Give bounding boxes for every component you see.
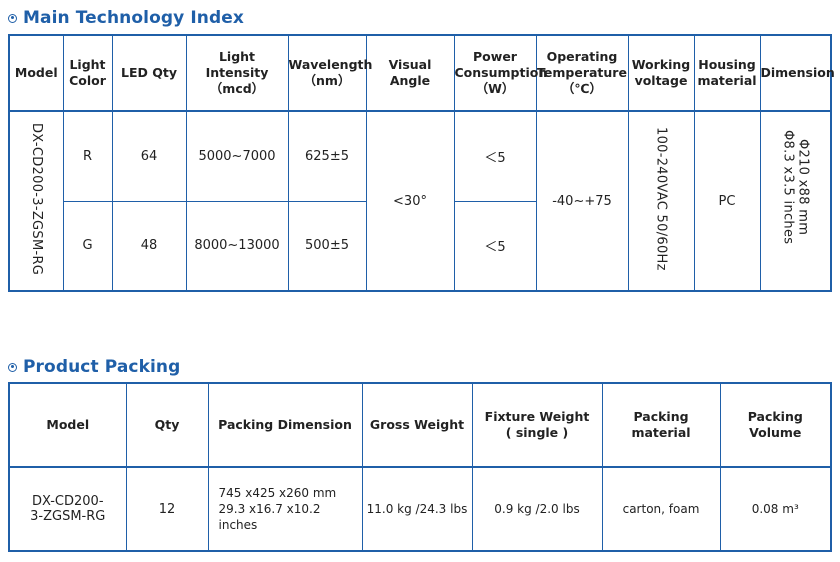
header-dimension: Dimension [759, 34, 835, 112]
header-wavelength-l1: Wavelength [288, 57, 373, 72]
pack-fixture-cell: 0.9 kg /2.0 lbs [471, 466, 603, 552]
dimension-value: Φ210 x88 mm Φ8.3 x3.5 inches [780, 130, 810, 244]
pack-header-material: Packing material [601, 382, 721, 468]
tech-section-title: Main Technology Index [8, 8, 244, 28]
table-row: G 48 8000~13000 500±5 ＜5 [9, 200, 831, 292]
pack-header-dimension: Packing Dimension [207, 382, 363, 468]
pack-model-l2: 3-ZGSM-RG [30, 509, 106, 524]
header-power-l3: （W） [475, 81, 515, 96]
pack-dimension-mm: 745 x425 x260 mm [218, 486, 337, 500]
housing-cell: PC [693, 110, 761, 292]
pack-header-fixture-l1: Fixture Weight [484, 409, 590, 424]
circle-bullet-icon [8, 13, 17, 23]
header-light-color-l2: Color [69, 73, 106, 88]
wavelength-cell: 625±5 [287, 110, 367, 202]
header-light-color-l1: Light [69, 57, 106, 72]
table-row: DX-CD200-3-ZGSM-RG R 64 5000~7000 625±5 … [8, 110, 832, 292]
pack-material-cell: carton, foam [601, 466, 721, 552]
header-power-l1: Power [473, 49, 517, 64]
tech-title-text: Main Technology Index [23, 8, 244, 28]
header-wavelength-l2: （nm） [303, 73, 351, 88]
packing-table: Model Qty Packing Dimension Gross Weight… [8, 382, 832, 552]
header-temperature-l2: Temperature [537, 65, 627, 80]
table-row: DX-CD200- 3-ZGSM-RG 12 745 x425 x260 mm … [8, 466, 832, 552]
header-model: Model [8, 34, 64, 112]
pack-header-fixture-l2: ( single ) [505, 425, 569, 440]
header-led-qty: LED Qty [111, 34, 187, 112]
header-power-l2: Consumption [454, 65, 548, 80]
header-temperature-l3: （℃） [561, 81, 603, 96]
header-housing-l1: Housing [698, 57, 756, 72]
pack-header-gross: Gross Weight [361, 382, 473, 468]
header-light-color: Light Color [62, 34, 113, 112]
header-voltage-l2: voltage [634, 73, 688, 88]
dimension-cell: Φ210 x88 mm Φ8.3 x3.5 inches [759, 110, 832, 292]
color-cell: R [62, 110, 113, 202]
pack-qty-cell: 12 [125, 466, 209, 552]
pack-header-fixture: Fixture Weight ( single ) [471, 382, 603, 468]
pack-model-cell: DX-CD200- 3-ZGSM-RG [8, 466, 127, 552]
pack-model-l1: DX-CD200- [31, 494, 104, 509]
circle-bullet-icon [8, 362, 17, 372]
pack-gross-cell: 11.0 kg /24.3 lbs [361, 466, 473, 552]
voltage-value: 100-240VAC 50/60Hz [653, 127, 669, 271]
pack-header-model: Model [8, 382, 127, 468]
packing-title-text: Product Packing [23, 357, 181, 377]
header-visual-angle: Visual Angle [365, 34, 455, 112]
header-temperature: Operating Temperature （℃） [535, 34, 629, 112]
packing-section-title: Product Packing [8, 357, 180, 377]
pack-dimension-cell: 745 x425 x260 mm 29.3 x16.7 x10.2 inches [207, 466, 363, 552]
power-cell: ＜5 [453, 200, 537, 292]
header-intensity-l2: （mcd） [209, 81, 265, 96]
header-voltage-l1: Working [631, 57, 691, 72]
pack-header-qty: Qty [125, 382, 209, 468]
model-value: DX-CD200-3-ZGSM-RG [28, 122, 44, 276]
header-power: Power Consumption （W） [453, 34, 548, 112]
intensity-cell: 8000~13000 [185, 200, 289, 292]
model-cell: DX-CD200-3-ZGSM-RG [8, 110, 64, 292]
pack-dimension-inches: 29.3 x16.7 x10.2 inches [218, 502, 321, 532]
intensity-cell: 5000~7000 [185, 110, 289, 202]
header-voltage: Working voltage [627, 34, 695, 112]
header-housing: Housing material [693, 34, 761, 112]
header-intensity-l1: Light Intensity [205, 49, 269, 80]
header-housing-l2: material [697, 73, 757, 88]
dimension-mm: Φ210 x88 mm [795, 139, 811, 236]
pack-volume-cell: 0.08 m³ [719, 466, 832, 552]
power-cell: ＜5 [453, 110, 537, 202]
visual-angle-cell: <30° [365, 110, 455, 292]
qty-cell: 64 [111, 110, 187, 202]
qty-cell: 48 [111, 200, 187, 292]
pack-header-volume: Packing Volume [719, 382, 832, 468]
header-temperature-l1: Operating [546, 49, 618, 64]
voltage-cell: 100-240VAC 50/60Hz [627, 110, 695, 292]
dimension-inches: Φ8.3 x3.5 inches [780, 130, 796, 245]
wavelength-cell: 500±5 [287, 200, 367, 292]
header-intensity: Light Intensity （mcd） [185, 34, 289, 112]
tech-table: Model Light Color LED Qty Light Intensit… [8, 34, 835, 292]
header-wavelength: Wavelength （nm） [287, 34, 373, 112]
color-cell: G [62, 200, 113, 292]
temperature-cell: -40~+75 [535, 110, 629, 292]
